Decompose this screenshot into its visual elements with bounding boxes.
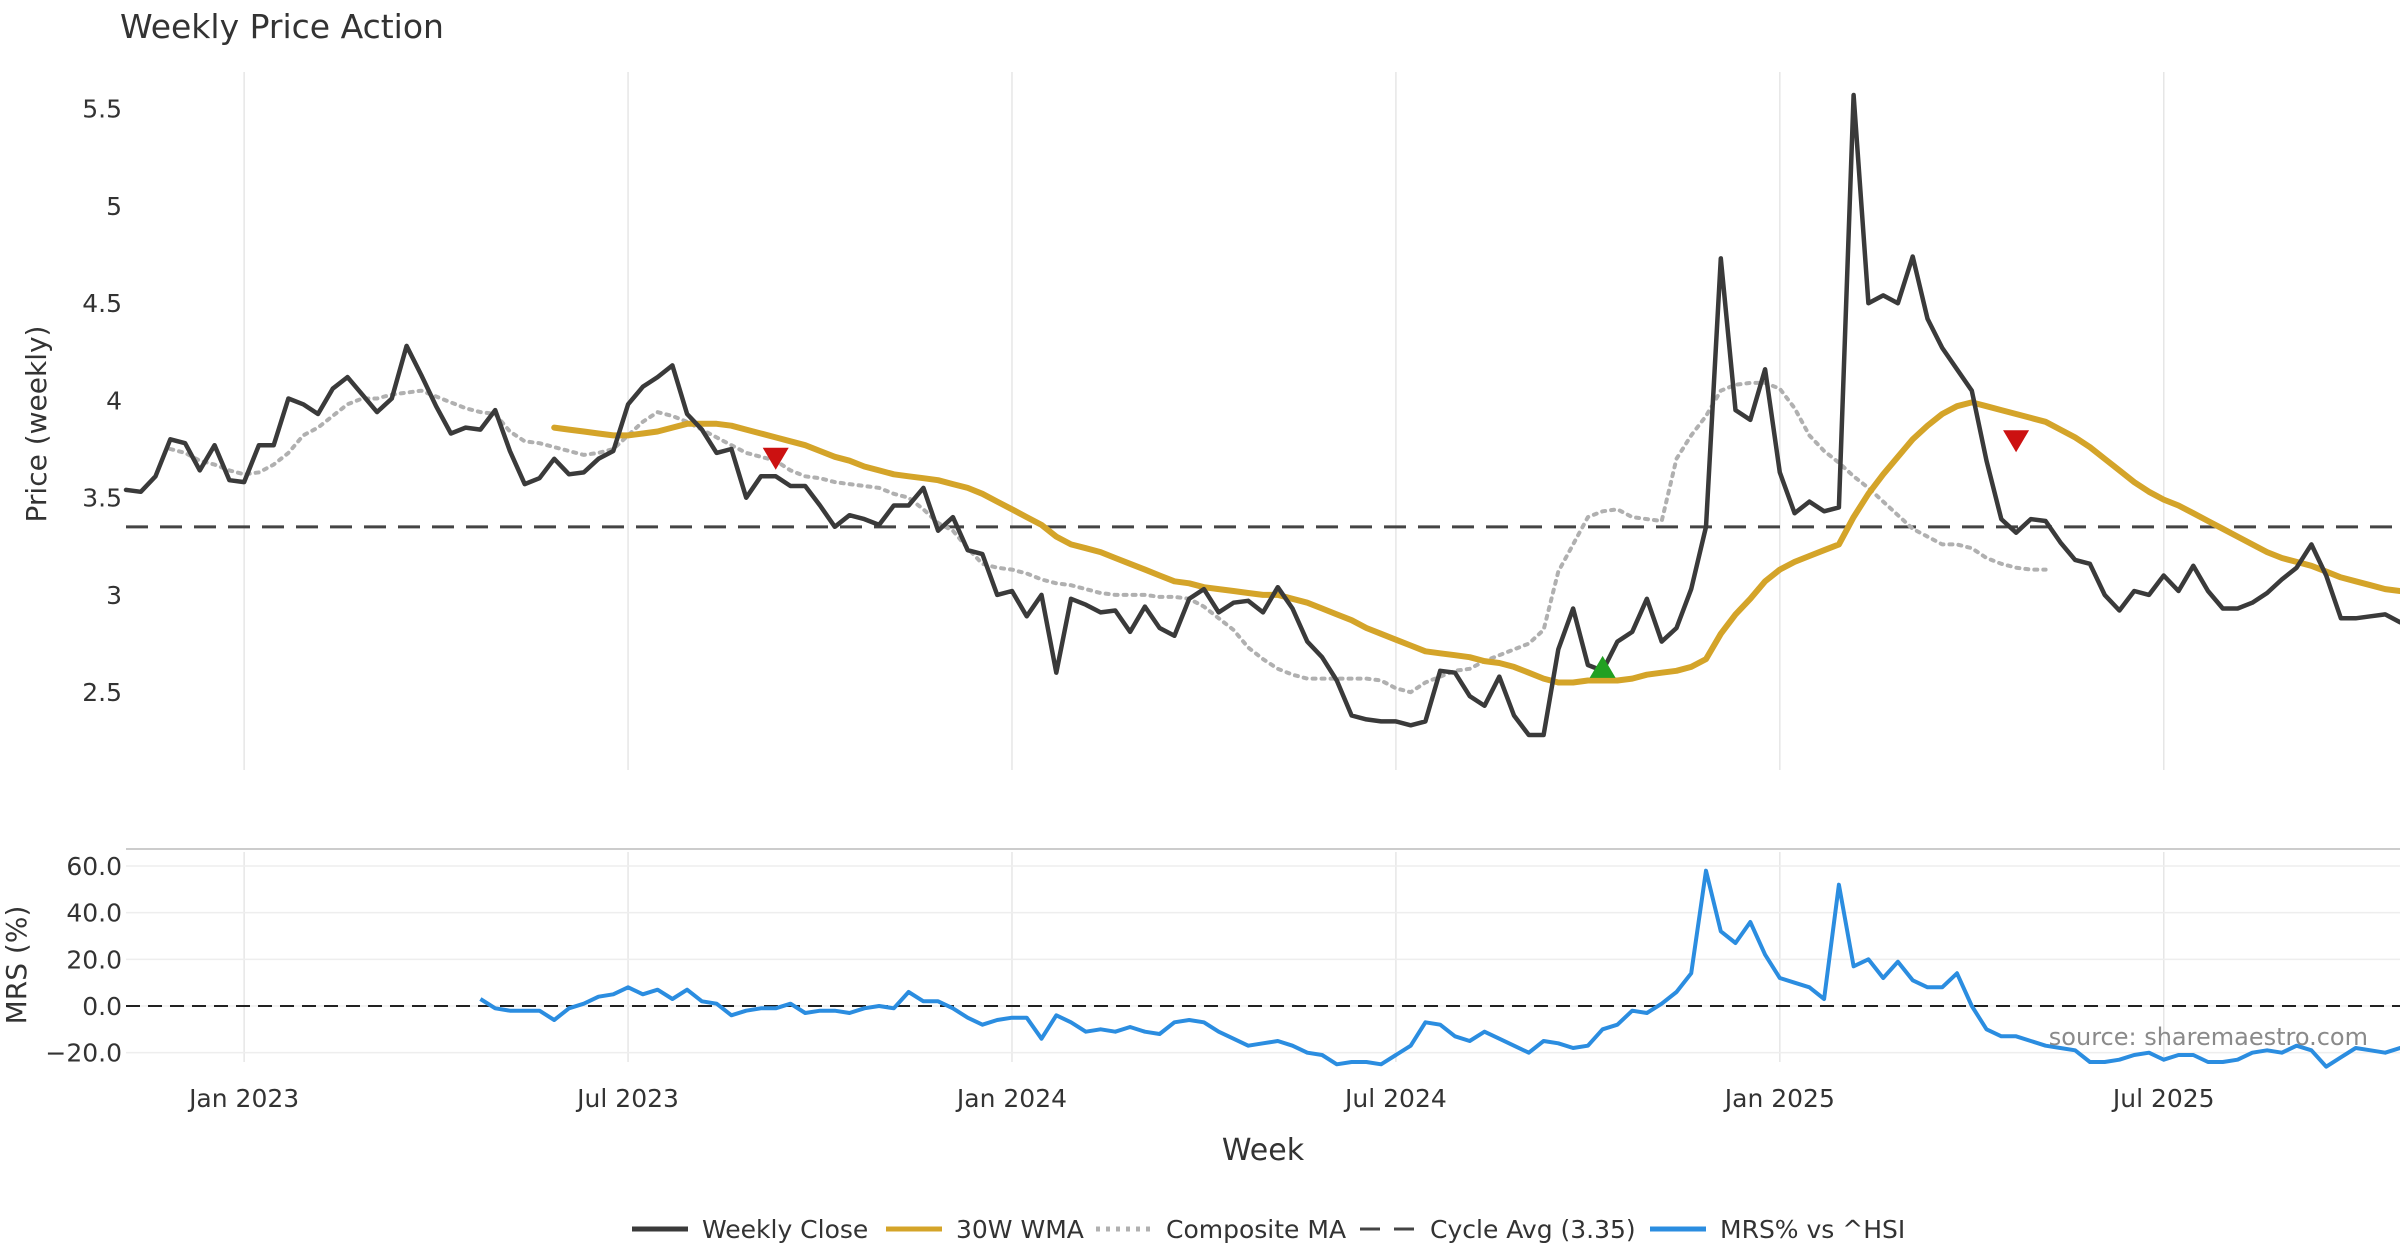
x-tick-label: Jan 2023 — [187, 1084, 299, 1113]
mrs-line — [479, 868, 2400, 1069]
price-y-tick-label: 5 — [106, 192, 122, 221]
mrs-y-tick-label: 20.0 — [66, 945, 122, 974]
x-tick-label: Jan 2024 — [955, 1084, 1067, 1113]
legend-label: 30W WMA — [956, 1215, 1084, 1244]
legend-item: Cycle Avg (3.35) — [1360, 1215, 1636, 1244]
legend: Weekly Close 30W WMA Composite MA Cycle Avg… — [632, 1215, 1905, 1244]
buy-signal-marker — [1589, 655, 1616, 678]
x-tick-label: Jul 2024 — [1343, 1084, 1447, 1113]
price-y-tick-label: 2.5 — [82, 678, 122, 707]
price-grid — [243, 72, 2165, 770]
signal-markers — [762, 430, 2030, 678]
price-y-ticks: 2.5 3 3.5 4 4.5 5 5.5 — [82, 95, 122, 708]
price-y-tick-label: 4.5 — [82, 289, 122, 318]
mrs-y-tick-label: −20.0 — [45, 1039, 122, 1068]
x-tick-label: Jul 2025 — [2111, 1084, 2215, 1113]
source-note: source: sharemaestro.com — [2049, 1023, 2368, 1051]
x-axis-label: Week — [1222, 1133, 1305, 1168]
price-y-tick-label: 3 — [106, 581, 122, 610]
x-tick-label: Jan 2025 — [1723, 1084, 1835, 1113]
mrs-y-ticks: −20.0 0.0 20.0 40.0 60.0 — [45, 852, 122, 1068]
price-y-tick-label: 3.5 — [82, 484, 122, 513]
legend-item: Weekly Close — [632, 1215, 868, 1244]
legend-label: Weekly Close — [702, 1215, 868, 1244]
legend-item: MRS% vs ^HSI — [1650, 1215, 1905, 1244]
mrs-y-tick-label: 0.0 — [82, 992, 122, 1021]
x-ticks: Jan 2023 Jul 2023 Jan 2024 Jul 2024 Jan 2025… — [187, 1084, 2215, 1113]
price-y-tick-label: 5.5 — [82, 95, 122, 124]
chart-title: Weekly Price Action — [120, 7, 444, 46]
x-tick-label: Jul 2023 — [575, 1084, 679, 1113]
price-y-axis-label: Price (weekly) — [20, 326, 53, 523]
legend-label: Composite MA — [1166, 1215, 1346, 1244]
sell-signal-marker — [762, 447, 789, 470]
legend-item: 30W WMA — [886, 1215, 1084, 1244]
mrs-series — [479, 868, 2400, 1069]
mrs-y-tick-label: 60.0 — [66, 852, 122, 881]
mrs-y-axis-label: MRS (%) — [0, 906, 33, 1025]
mrs-y-tick-label: 40.0 — [66, 899, 122, 928]
sell-signal-marker — [2003, 430, 2030, 453]
price-series — [123, 92, 2400, 738]
price-y-tick-label: 4 — [106, 386, 122, 415]
30w-wma-line — [551, 399, 2400, 686]
legend-item: Composite MA — [1096, 1215, 1346, 1244]
legend-label: MRS% vs ^HSI — [1720, 1215, 1905, 1244]
weekly-close-line — [123, 92, 2400, 738]
legend-label: Cycle Avg (3.35) — [1430, 1215, 1636, 1244]
